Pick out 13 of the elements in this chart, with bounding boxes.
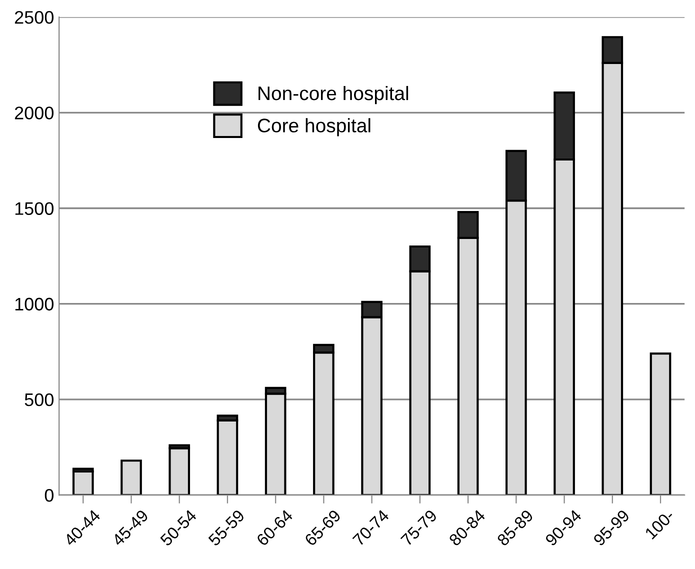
y-tick-label: 1000 xyxy=(15,298,54,311)
bar xyxy=(120,460,142,496)
legend-label: Non-core hospital xyxy=(258,86,408,104)
y-tick-label: 500 xyxy=(24,393,54,406)
x-tick-label: 100- xyxy=(644,509,675,540)
y-tick-label: 1500 xyxy=(15,202,54,215)
y-tick-label: 2500 xyxy=(14,11,54,24)
y-tick-label: 0 xyxy=(44,488,54,502)
legend-label: Core hospital xyxy=(258,118,370,136)
bar xyxy=(650,352,672,496)
bar xyxy=(72,470,94,496)
y-tick-label: 2000 xyxy=(14,106,54,120)
bar xyxy=(168,447,190,496)
